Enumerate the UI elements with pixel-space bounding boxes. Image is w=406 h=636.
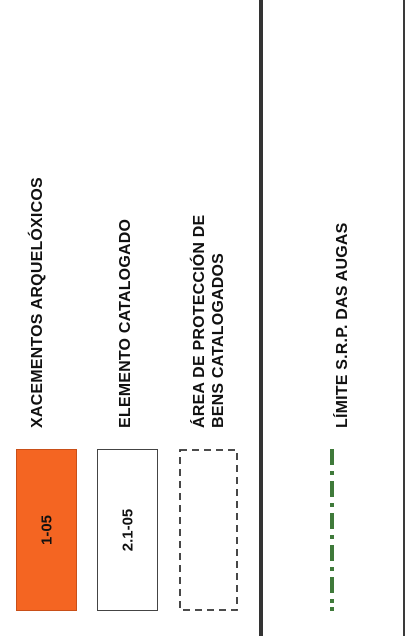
legend-label-xacementos: XACEMENTOS ARQUELÓXICOS: [29, 177, 46, 428]
legend-label-elemento: ELEMENTO CATALOGADO: [117, 218, 134, 428]
legend-symbol-orange-box: 1-05: [16, 449, 77, 611]
legend-label-limite: LÍMITE S.R.P. DAS AUGAS: [334, 222, 351, 428]
legend-code-xacementos: 1-05: [38, 514, 55, 546]
legend-symbol-dashed-box: [179, 449, 238, 611]
legend-label-area-line2: BENS CATALOGADOS: [210, 252, 227, 428]
section-divider: [259, 0, 263, 636]
legend-label-area-line1: ÁREA DE PROTECCIÓN DE: [191, 214, 208, 428]
legend-symbol-outlined-box: 2.1-05: [97, 449, 158, 611]
legend-code-elemento: 2.1-05: [119, 508, 136, 552]
legend-symbol-green-line: [329, 449, 335, 611]
frame-right-border: [403, 0, 405, 636]
